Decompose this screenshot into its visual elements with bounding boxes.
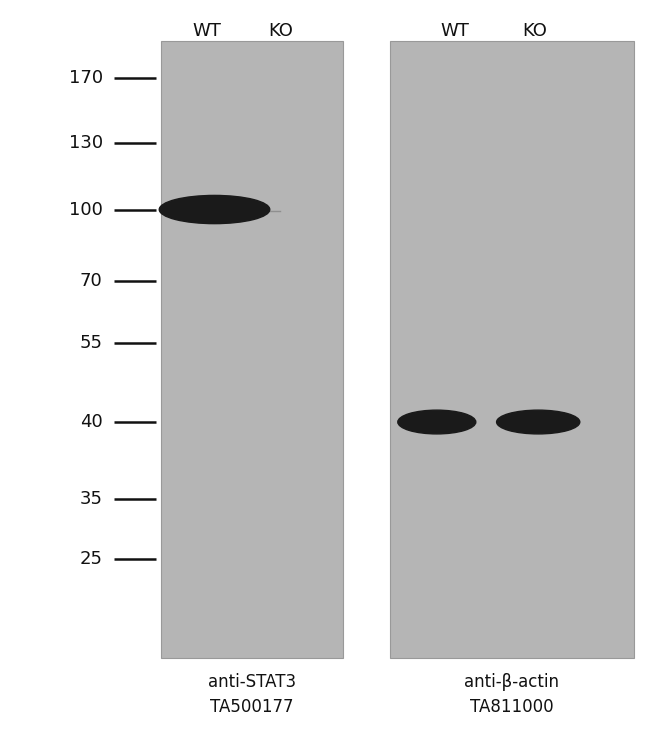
Ellipse shape bbox=[497, 410, 580, 434]
Text: 40: 40 bbox=[80, 413, 103, 431]
Text: 25: 25 bbox=[80, 550, 103, 568]
Text: KO: KO bbox=[522, 22, 547, 40]
Text: 130: 130 bbox=[69, 134, 103, 152]
Text: TA500177: TA500177 bbox=[211, 698, 294, 716]
Text: KO: KO bbox=[268, 22, 293, 40]
Bar bbox=[390, 41, 634, 658]
Text: 170: 170 bbox=[69, 69, 103, 87]
Text: anti-β-actin: anti-β-actin bbox=[464, 673, 560, 691]
Ellipse shape bbox=[159, 195, 270, 224]
Ellipse shape bbox=[398, 410, 476, 434]
Bar bbox=[161, 41, 343, 658]
Text: 55: 55 bbox=[80, 334, 103, 352]
Text: TA811000: TA811000 bbox=[470, 698, 554, 716]
Text: WT: WT bbox=[441, 22, 469, 40]
Text: 70: 70 bbox=[80, 272, 103, 290]
Text: 100: 100 bbox=[69, 201, 103, 218]
Text: anti-STAT3: anti-STAT3 bbox=[208, 673, 296, 691]
Text: WT: WT bbox=[192, 22, 221, 40]
Text: 35: 35 bbox=[80, 490, 103, 508]
